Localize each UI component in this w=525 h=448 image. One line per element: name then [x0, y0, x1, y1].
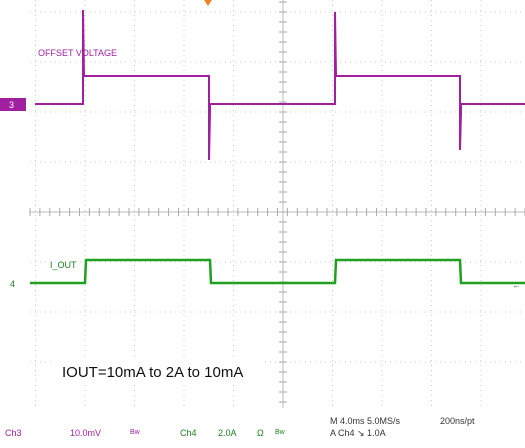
ch4-label: I_OUT: [50, 260, 77, 270]
resolution: 200ns/pt: [440, 416, 475, 426]
annotation: IOUT=10mA to 2A to 10mA: [62, 364, 243, 381]
ch3-bw: Bw: [130, 429, 141, 436]
ch3-status: Ch3: [5, 428, 22, 438]
graticule: [29, 0, 525, 408]
trigger: A Ch4 ↘ 1.0A: [330, 428, 386, 438]
timebase: M 4.0ms 5.0MS/s: [330, 416, 401, 426]
ch3-marker: 3: [9, 100, 14, 110]
ch4-ohm: Ω: [257, 428, 264, 438]
ch3-scale: 10.0mV: [70, 428, 101, 438]
ch4-trace: [30, 258, 525, 285]
ch4-status: Ch4: [180, 428, 197, 438]
ch3-marker-bg: [0, 98, 26, 111]
offscreen-arrow: ←: [512, 280, 521, 290]
status-bar: [0, 410, 525, 443]
ch3-label: OFFSET VOLTAGE: [38, 48, 117, 58]
ch4-bw: Bw: [275, 429, 286, 436]
ch3-trace: [35, 9, 525, 161]
ch4-marker: 4: [10, 279, 15, 289]
ch4-scale: 2.0A: [218, 428, 237, 438]
annotation-bg: [55, 357, 265, 385]
trigger-position: [204, 0, 212, 6]
